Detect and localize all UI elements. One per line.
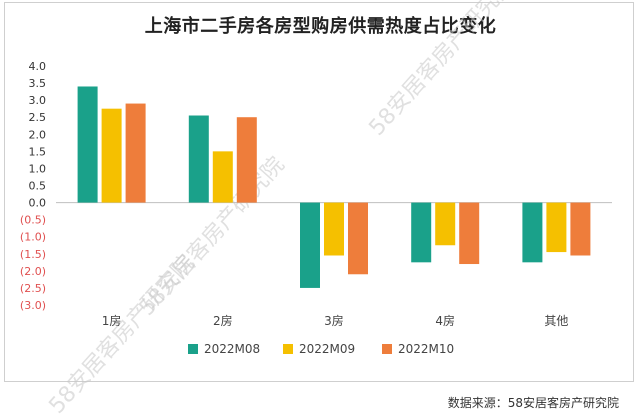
bar-2022m08-4 [522, 202, 543, 263]
chart-title: 上海市二手房各房型购房供需热度占比变化 [144, 16, 497, 37]
legend-label: 2022M10 [398, 342, 454, 356]
legend-swatch [188, 344, 198, 354]
legend-swatch [283, 344, 293, 354]
y-tick-label: 0.0 [29, 197, 47, 210]
y-tick-label: (1.5) [20, 248, 46, 261]
bar-2022m08-1 [188, 115, 209, 203]
y-tick-label: 1.5 [29, 145, 47, 158]
y-tick-label: (3.0) [20, 299, 46, 312]
y-tick-label: 0.5 [29, 180, 47, 193]
x-category-label: 3房 [324, 313, 344, 328]
y-tick-label: (2.0) [20, 265, 46, 278]
y-tick-label: 3.0 [29, 94, 47, 107]
bar-2022m10-4 [570, 202, 591, 256]
y-tick-label: 2.0 [29, 128, 47, 141]
y-tick-label: (2.5) [20, 282, 46, 295]
legend-swatch [382, 344, 392, 354]
bar-2022m09-3 [435, 202, 456, 246]
bar-2022m10-1 [236, 117, 257, 203]
legend-label: 2022M08 [204, 342, 260, 356]
y-tick-label: 2.5 [29, 111, 47, 124]
y-tick-label: 3.5 [29, 77, 47, 90]
x-category-label: 2房 [213, 313, 233, 328]
source-note: 数据来源：58安居客房产研究院 [447, 396, 619, 410]
y-tick-label: (0.5) [20, 214, 46, 227]
y-tick-label: 1.0 [29, 162, 47, 175]
bar-2022m10-3 [459, 202, 480, 265]
bar-2022m09-4 [546, 202, 567, 253]
legend-label: 2022M09 [299, 342, 355, 356]
y-tick-label: 4.0 [29, 60, 47, 73]
bar-2022m09-2 [324, 202, 344, 256]
x-category-label: 1房 [102, 313, 122, 328]
x-category-label: 4房 [435, 313, 455, 328]
bar-2022m08-0 [77, 86, 98, 203]
bar-2022m08-2 [300, 202, 320, 288]
bar-2022m09-1 [212, 151, 233, 203]
y-tick-label: (1.0) [20, 231, 46, 244]
bar-2022m08-3 [411, 202, 432, 263]
bar-2022m10-0 [125, 103, 146, 203]
bar-2022m09-0 [101, 108, 122, 203]
bar-2022m10-2 [348, 202, 368, 275]
x-category-label: 其他 [544, 314, 568, 328]
